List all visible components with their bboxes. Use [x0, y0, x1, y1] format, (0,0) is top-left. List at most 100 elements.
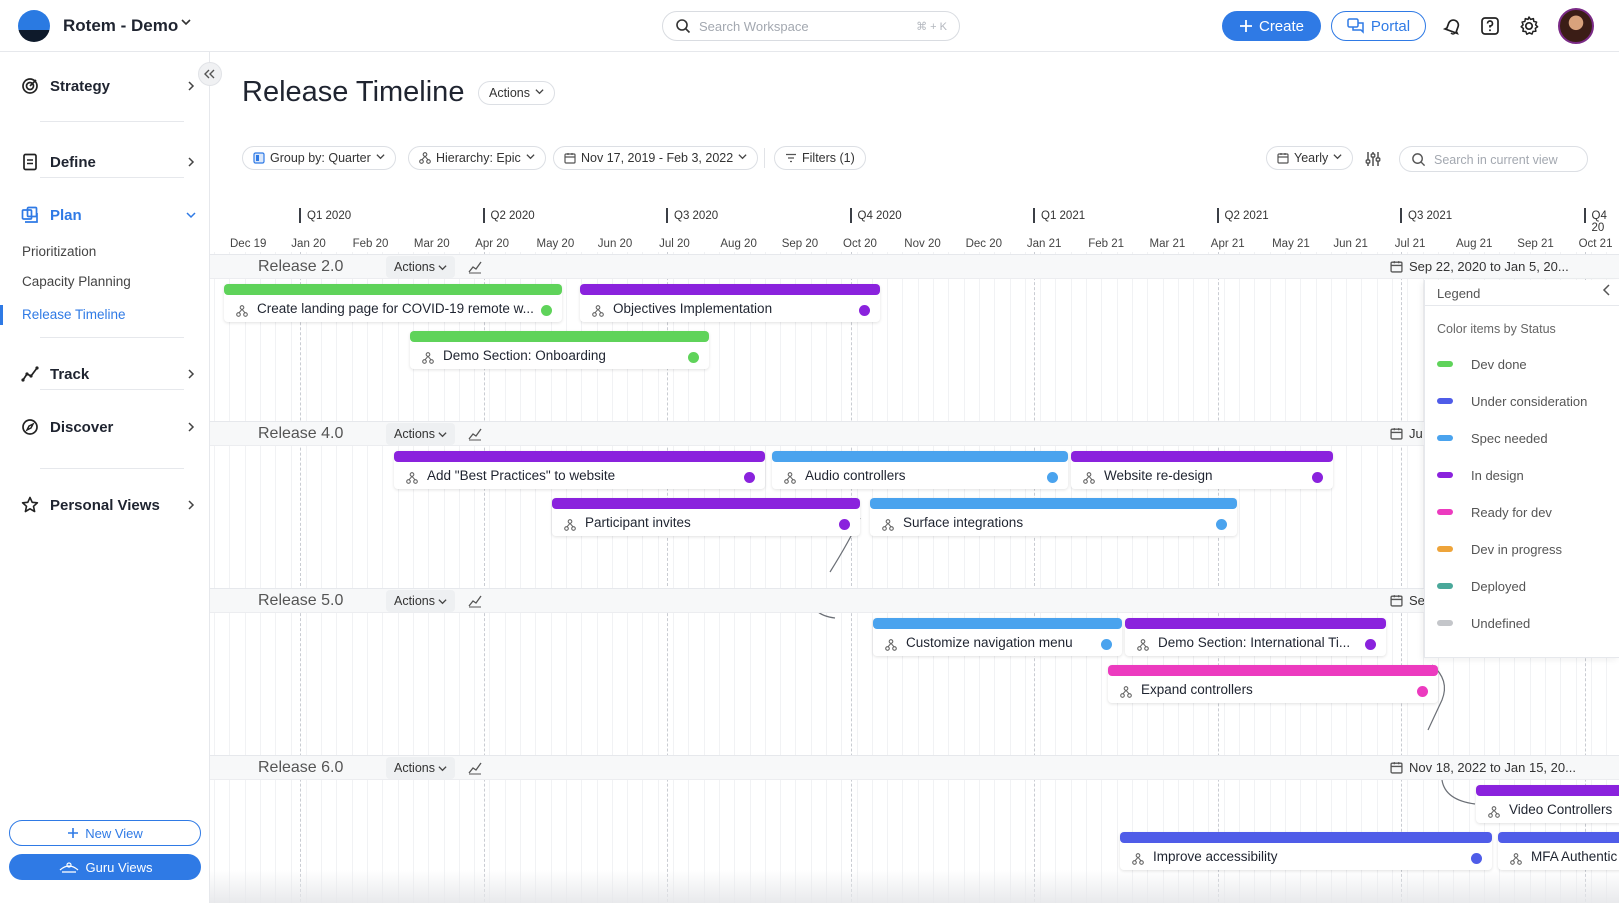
- legend-item: Spec needed: [1437, 429, 1617, 447]
- epic-card[interactable]: Website re-design: [1071, 451, 1333, 489]
- epic-card[interactable]: Expand controllers: [1108, 665, 1438, 703]
- epic-card[interactable]: Objectives Implementation: [580, 284, 880, 322]
- portal-button[interactable]: Portal: [1331, 11, 1426, 41]
- new-view-button[interactable]: New View: [9, 820, 201, 846]
- epic-title: Expand controllers: [1141, 682, 1253, 697]
- grid-line: [1254, 252, 1255, 903]
- grid-line: [1208, 252, 1209, 903]
- chevron-left-icon[interactable]: [1602, 284, 1612, 299]
- release-header-6-0[interactable]: Release 6.0 Actions Nov 18, 2022 to Jan …: [210, 755, 1619, 780]
- sidebar-item-label: Personal Views: [50, 496, 160, 514]
- workspace-logo[interactable]: [18, 10, 50, 42]
- epic-card[interactable]: Customize navigation menu: [873, 618, 1122, 656]
- chevron-right-icon: [186, 367, 196, 382]
- grid-line: [489, 252, 490, 903]
- epic-card[interactable]: Demo Section: Onboarding: [410, 331, 709, 369]
- search-input[interactable]: [699, 17, 899, 36]
- workspace-search[interactable]: ⌘ + K: [662, 11, 960, 41]
- target-icon: [20, 76, 40, 96]
- release-header-4-0[interactable]: Release 4.0 Actions Ju: [210, 421, 1619, 446]
- sidebar-item-strategy[interactable]: Strategy: [20, 74, 196, 98]
- grid-line: [750, 252, 751, 903]
- guru-views-button[interactable]: Guru Views: [9, 854, 201, 880]
- release-actions-dropdown[interactable]: Actions: [386, 423, 455, 445]
- legend-label: Deployed: [1471, 578, 1526, 594]
- plus-icon: [68, 828, 79, 838]
- legend-label: In design: [1471, 467, 1524, 483]
- search-in-view[interactable]: [1399, 146, 1588, 172]
- burndown-chart-icon[interactable]: [468, 761, 482, 780]
- date-range-dropdown[interactable]: Nov 17, 2019 - Feb 3, 2022: [553, 146, 759, 170]
- status-bar: [1498, 832, 1619, 843]
- burndown-chart-icon[interactable]: [468, 260, 482, 279]
- grid-line: [1071, 252, 1072, 903]
- status-bar: [552, 498, 860, 509]
- chevron-down-icon[interactable]: [180, 16, 192, 31]
- page-actions-label: Actions: [489, 86, 530, 100]
- group-by-dropdown[interactable]: Group by: Quarter: [242, 146, 396, 170]
- release-date-text: Se: [1409, 593, 1425, 608]
- release-actions-dropdown[interactable]: Actions: [386, 590, 455, 612]
- epic-card[interactable]: Add "Best Practices" to website: [394, 451, 765, 489]
- epic-card[interactable]: Surface integrations: [870, 498, 1237, 536]
- collapse-sidebar-button[interactable]: [198, 62, 222, 86]
- burndown-chart-icon[interactable]: [468, 427, 482, 446]
- month-label: Jul 21: [1394, 238, 1426, 250]
- sidebar-subitem-release-timeline[interactable]: Release Timeline: [22, 307, 126, 322]
- release-actions-dropdown[interactable]: Actions: [386, 256, 455, 278]
- settings-gear-icon[interactable]: [1517, 14, 1541, 38]
- scale-dropdown[interactable]: Yearly: [1266, 146, 1354, 170]
- epic-icon: [564, 518, 576, 536]
- epic-card[interactable]: Create landing page for COVID-19 remote …: [224, 284, 562, 322]
- epic-card[interactable]: Audio controllers: [772, 451, 1068, 489]
- sidebar-item-track[interactable]: Track: [20, 362, 196, 386]
- sidebar-item-personal-views[interactable]: Personal Views: [20, 493, 196, 517]
- release-date-range: Nov 18, 2022 to Jan 15, 20...: [1390, 760, 1576, 775]
- burndown-chart-icon[interactable]: [468, 594, 482, 613]
- epic-card[interactable]: Participant invites: [552, 498, 860, 536]
- epic-card[interactable]: Video Controllers: [1476, 785, 1619, 823]
- release-header-2-0[interactable]: Release 2.0 Actions Sep 22, 2020 to Jan …: [210, 254, 1619, 279]
- release-date-text: Nov 18, 2022 to Jan 15, 20...: [1409, 760, 1576, 775]
- grid-line: [1101, 252, 1102, 903]
- epic-card[interactable]: Demo Section: International Ti...: [1125, 618, 1386, 656]
- status-bar: [580, 284, 880, 295]
- sidebar-item-define[interactable]: Define: [20, 150, 196, 174]
- help-icon[interactable]: [1478, 14, 1502, 38]
- grid-line: [658, 252, 659, 903]
- epic-card[interactable]: MFA Authentic: [1498, 832, 1619, 870]
- grid-line: [1086, 252, 1087, 903]
- display-options-sliders-icon[interactable]: [1362, 148, 1384, 170]
- filters-button[interactable]: Filters (1): [774, 146, 866, 170]
- sidebar-subitem-prioritization[interactable]: Prioritization: [22, 244, 97, 259]
- sidebar-subitem-capacity-planning[interactable]: Capacity Planning: [22, 274, 131, 289]
- sidebar-item-discover[interactable]: Discover: [20, 415, 196, 439]
- grid-line: [811, 252, 812, 903]
- release-actions-label: Actions: [394, 260, 435, 274]
- status-bar: [1120, 832, 1492, 843]
- status-bar: [1476, 785, 1619, 796]
- status-dot: [1101, 639, 1112, 650]
- grid-line: [1270, 252, 1271, 903]
- hierarchy-dropdown[interactable]: Hierarchy: Epic: [408, 146, 546, 170]
- search-in-view-input[interactable]: [1434, 152, 1582, 168]
- epic-title: Video Controllers: [1509, 802, 1613, 817]
- epic-title: Create landing page for COVID-19 remote …: [257, 301, 534, 316]
- chevron-down-icon: [186, 208, 196, 223]
- epic-icon: [592, 304, 604, 322]
- month-label: Aug 21: [1456, 238, 1493, 250]
- sidebar-item-plan[interactable]: Plan: [20, 203, 196, 227]
- grid-line: [505, 252, 506, 903]
- create-button[interactable]: Create: [1222, 11, 1321, 41]
- release-header-5-0[interactable]: Release 5.0 Actions Se: [210, 588, 1619, 613]
- release-actions-dropdown[interactable]: Actions: [386, 757, 455, 779]
- epic-icon: [885, 638, 897, 656]
- notifications-bell-icon[interactable]: [1441, 14, 1465, 38]
- hierarchy-icon: [419, 152, 431, 164]
- page-actions-dropdown[interactable]: Actions: [478, 81, 555, 105]
- epic-title: Objectives Implementation: [613, 301, 773, 316]
- epic-card[interactable]: Improve accessibility: [1120, 832, 1492, 870]
- user-avatar[interactable]: [1558, 8, 1594, 44]
- chevron-down-icon: [438, 431, 447, 437]
- workspace-name[interactable]: Rotem - Demo: [63, 16, 179, 35]
